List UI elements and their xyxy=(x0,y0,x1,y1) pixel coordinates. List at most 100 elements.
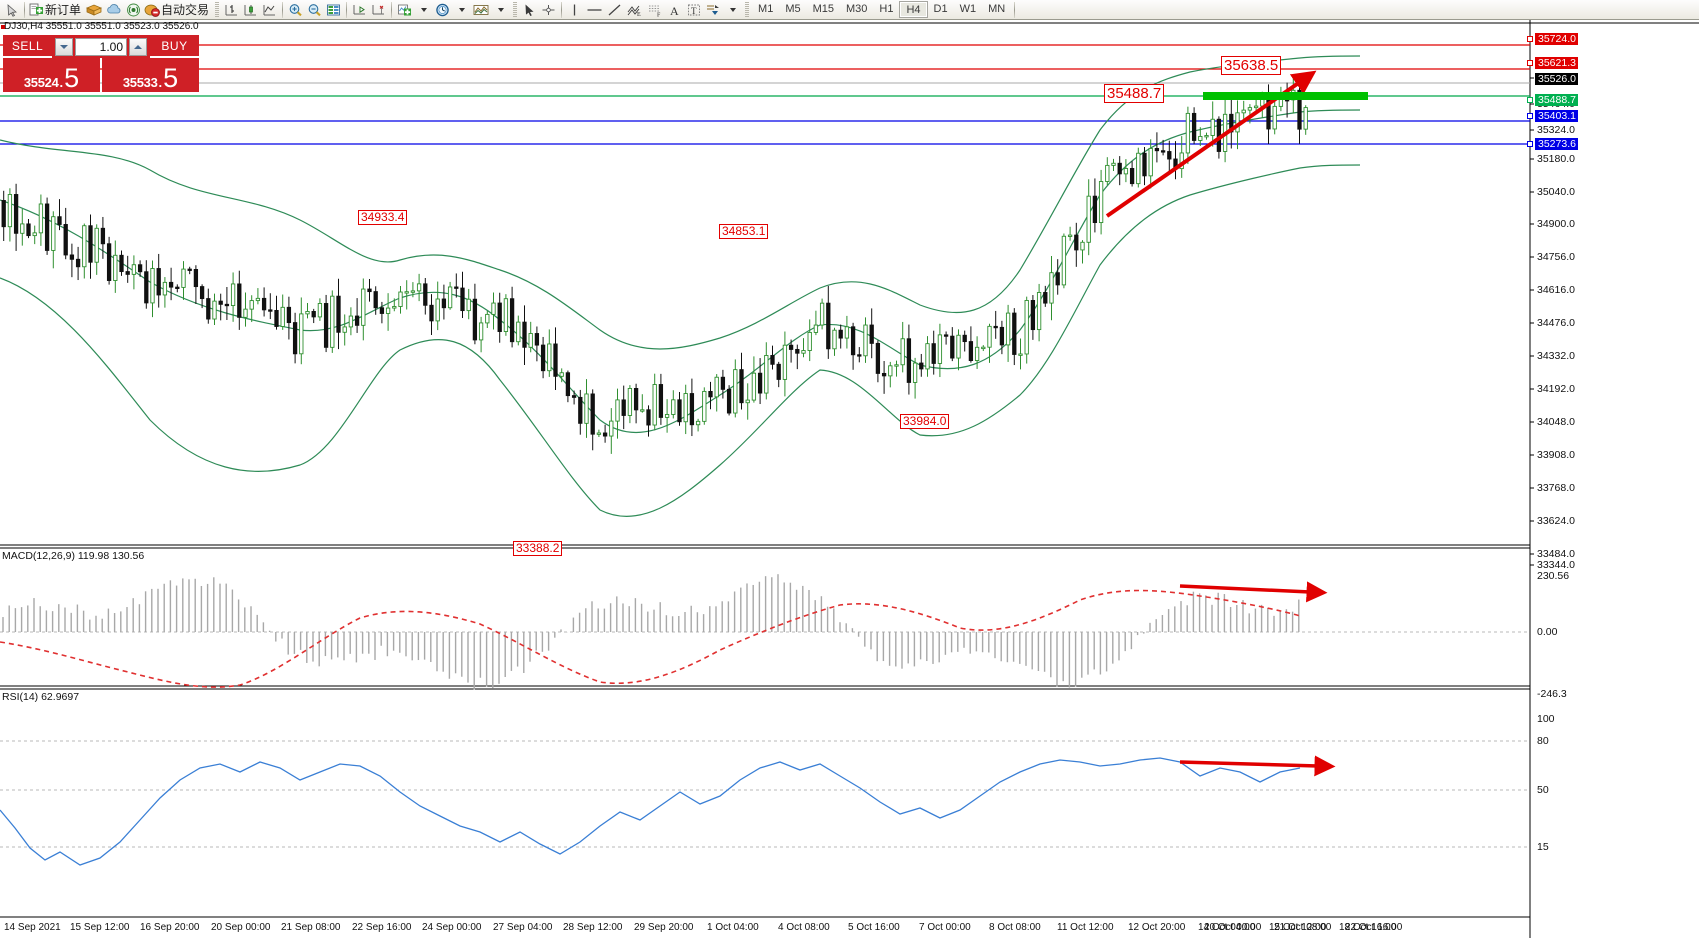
sell-price[interactable]: 35524 . 5 xyxy=(3,58,100,92)
volume-input[interactable]: 1.00 xyxy=(75,37,127,56)
indicators-dropdown-caret-icon[interactable] xyxy=(414,0,433,19)
trendline-tool-icon[interactable] xyxy=(605,0,624,19)
time-axis-label: 14 Sep 2021 xyxy=(4,922,61,933)
indicator-scale-tick: 100 xyxy=(1537,713,1555,725)
vertical-line-tool-icon[interactable] xyxy=(565,0,584,19)
price-label-35621-3[interactable]: 35621.3 xyxy=(1535,57,1578,69)
arrows-dropdown-caret-icon[interactable] xyxy=(723,0,742,19)
price-level-handle[interactable] xyxy=(1527,60,1533,66)
price-annotation[interactable]: 34933.4 xyxy=(358,210,408,225)
price-label-35724-0[interactable]: 35724.0 xyxy=(1535,33,1578,45)
crosshair-tool-icon[interactable] xyxy=(539,0,558,19)
time-axis-label: 14 Oct 04:00 xyxy=(1198,922,1256,933)
horizontal-line-tool-icon[interactable] xyxy=(584,0,605,19)
time-axis-label: 22 Oct 16:00 xyxy=(1345,922,1403,933)
svg-text:E: E xyxy=(637,12,641,17)
timeframe-mn[interactable]: MN xyxy=(988,3,1006,15)
price-level-handle[interactable] xyxy=(1527,141,1533,147)
volume-stepper[interactable]: 1.00 xyxy=(52,35,150,58)
toolbar-grip-3[interactable] xyxy=(745,1,750,18)
time-axis-label: 20 Sep 00:00 xyxy=(211,922,271,933)
auto-trading-button[interactable]: 自动交易 xyxy=(143,0,212,19)
price-annotation[interactable]: 34853.1 xyxy=(719,224,769,239)
volume-decrease-button[interactable] xyxy=(55,37,73,56)
toolbar-grip-2[interactable] xyxy=(513,1,518,18)
price-label-35526-0[interactable]: 35526.0 xyxy=(1535,73,1578,85)
toolbar-separator-5 xyxy=(561,1,563,18)
chevron-up-icon xyxy=(134,44,142,49)
text-label-tool-icon[interactable]: T xyxy=(684,0,703,19)
new-order-label: 新订单 xyxy=(45,3,82,17)
price-level-handle[interactable] xyxy=(1527,113,1533,119)
text-tool-icon[interactable]: A xyxy=(665,0,684,19)
price-label-35403-1[interactable]: 35403.1 xyxy=(1535,110,1578,122)
time-axis-label: 8 Oct 08:00 xyxy=(989,922,1041,933)
signal-icon[interactable] xyxy=(124,0,143,19)
indicators-add-icon[interactable] xyxy=(395,0,414,19)
price-annotation[interactable]: 33388.2 xyxy=(513,541,563,556)
timeframe-h4[interactable]: H4 xyxy=(899,1,928,18)
chart-canvas[interactable] xyxy=(0,20,1699,938)
zoom-out-icon[interactable] xyxy=(305,0,324,19)
indicator-scale-tick: 0.00 xyxy=(1537,626,1558,638)
timeframe-m5[interactable]: M5 xyxy=(785,3,801,15)
rsi-label: RSI(14) 62.9697 xyxy=(2,691,80,703)
arrows-tool-icon[interactable] xyxy=(703,0,723,19)
templates-icon[interactable] xyxy=(471,0,491,19)
one-click-trading-panel[interactable]: SELL 1.00 BUY 35524 . 5 35533 . 5 xyxy=(3,35,199,92)
period-clock-icon[interactable] xyxy=(433,0,452,19)
data-window-icon[interactable] xyxy=(324,0,343,19)
price-tick: 35180.0 xyxy=(1537,153,1575,165)
price-annotation[interactable]: 35638.5 xyxy=(1221,56,1282,75)
price-tick: 34756.0 xyxy=(1537,251,1575,263)
sell-price-int: 35524 xyxy=(23,75,59,90)
price-tick: 33908.0 xyxy=(1537,449,1575,461)
time-axis-label: 4 Oct 08:00 xyxy=(778,922,830,933)
price-label-35273-6[interactable]: 35273.6 xyxy=(1535,138,1578,150)
price-annotation[interactable]: 33984.0 xyxy=(900,414,950,429)
time-axis-label: 18 Oct 16:00 xyxy=(1339,922,1397,933)
pointer-tool-icon[interactable] xyxy=(520,0,539,19)
sell-button[interactable]: SELL xyxy=(3,35,52,58)
line-chart-icon[interactable] xyxy=(260,0,279,19)
price-tick: 35324.0 xyxy=(1537,124,1575,136)
indicator-scale-tick: 80 xyxy=(1537,735,1549,747)
price-level-handle[interactable] xyxy=(1527,36,1533,42)
bar-chart-icon[interactable] xyxy=(222,0,241,19)
buy-button[interactable]: BUY xyxy=(150,35,199,58)
price-label-35488-7[interactable]: 35488.7 xyxy=(1535,94,1578,106)
time-axis-label: 21 Sep 08:00 xyxy=(281,922,341,933)
zoom-in-icon[interactable] xyxy=(286,0,305,19)
volume-increase-button[interactable] xyxy=(129,37,147,56)
time-axis-label: 5 Oct 16:00 xyxy=(848,922,900,933)
timeframe-m15[interactable]: M15 xyxy=(812,3,834,15)
price-tick: 34048.0 xyxy=(1537,416,1575,428)
buy-price[interactable]: 35533 . 5 xyxy=(102,58,199,92)
sell-price-dot: . xyxy=(59,75,64,90)
cursor-tool-icon[interactable] xyxy=(2,0,21,19)
templates-dropdown-caret-icon[interactable] xyxy=(491,0,510,19)
timeframe-w1[interactable]: W1 xyxy=(959,3,977,15)
wallet-icon[interactable] xyxy=(84,0,104,19)
fibonacci-tool-icon[interactable]: F xyxy=(645,0,665,19)
timeframe-h1[interactable]: H1 xyxy=(879,3,894,15)
price-level-handle[interactable] xyxy=(1527,97,1533,103)
equidistant-channel-tool-icon[interactable]: E xyxy=(624,0,645,19)
period-dropdown-caret-icon[interactable] xyxy=(452,0,471,19)
timeframe-m30[interactable]: M30 xyxy=(846,3,868,15)
timeframe-d1[interactable]: D1 xyxy=(933,3,948,15)
cloud-icon[interactable] xyxy=(104,0,124,19)
new-order-button[interactable]: 新订单 xyxy=(28,0,84,19)
chart-shift-icon[interactable] xyxy=(369,0,388,19)
candlestick-chart-icon[interactable] xyxy=(241,0,260,19)
auto-scroll-icon[interactable] xyxy=(350,0,369,19)
toolbar-grip[interactable] xyxy=(215,1,220,18)
macd-label: MACD(12,26,9) 119.98 130.56 xyxy=(2,550,145,562)
chart-area[interactable] xyxy=(0,20,1699,938)
svg-text:A: A xyxy=(670,4,679,17)
indicator-scale-tick: 15 xyxy=(1537,841,1549,853)
price-annotation[interactable]: 35488.7 xyxy=(1104,84,1165,103)
one-click-top-row: SELL 1.00 BUY xyxy=(3,35,199,58)
svg-text:F: F xyxy=(657,12,661,17)
timeframe-m1[interactable]: M1 xyxy=(758,3,774,15)
